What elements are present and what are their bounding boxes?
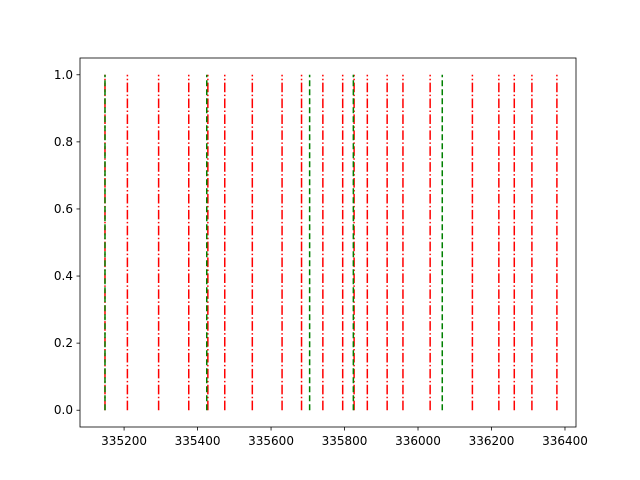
y-tick-label: 1.0 [54,68,73,82]
x-tick-label: 336200 [469,434,515,448]
axes-layer: 335200 335400 335600 335800 336000 336200 3364… [54,57,588,448]
x-tick-label: 335800 [322,434,368,448]
y-tick-label: 0.6 [54,202,73,216]
x-tick-label: 335600 [248,434,294,448]
x-tick-label: 335200 [101,434,147,448]
y-tick-label: 0.2 [54,336,73,350]
lines-layer [104,74,558,411]
y-tick-label: 0.0 [54,403,73,417]
y-tick-label: 0.8 [54,135,73,149]
plot-frame [79,57,577,428]
x-tick-label: 336400 [542,434,588,448]
x-tick-label: 335400 [175,434,221,448]
x-tick-label: 336000 [395,434,441,448]
y-tick-label: 0.4 [54,269,73,283]
